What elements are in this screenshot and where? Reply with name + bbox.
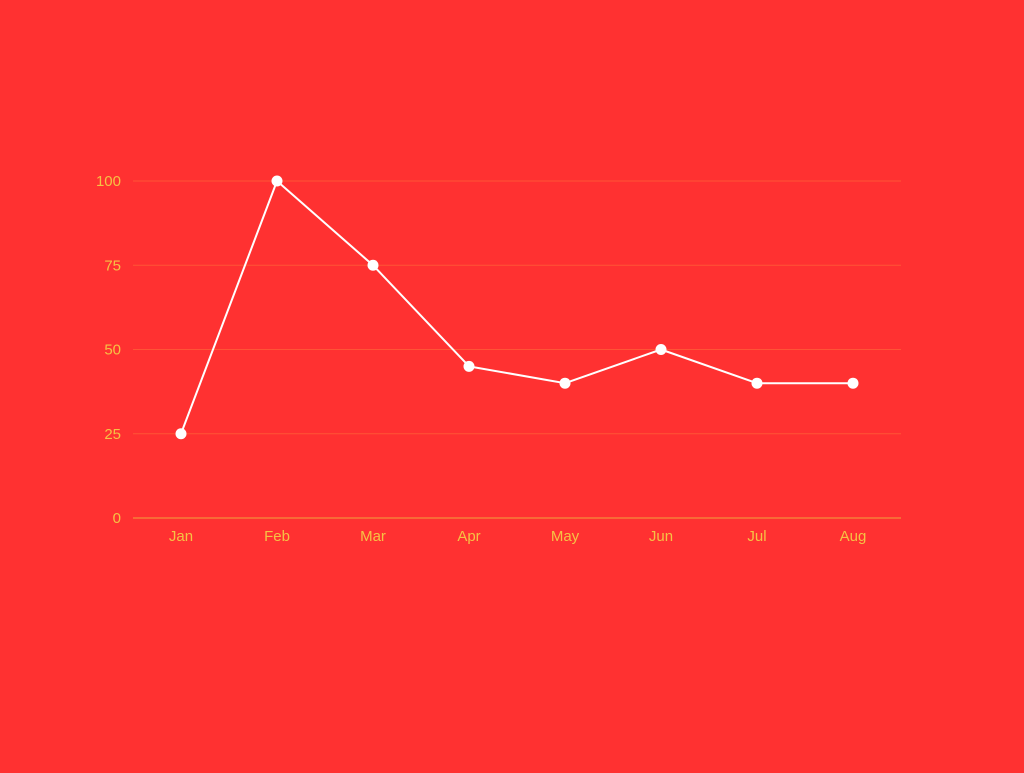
- y-tick-label: 75: [104, 257, 121, 274]
- x-tick-label: Aug: [840, 528, 867, 545]
- x-tick-label: Apr: [457, 528, 480, 545]
- series: [180, 180, 853, 435]
- data-point-may: [559, 377, 571, 389]
- data-point-feb: [271, 175, 283, 187]
- data-point-aug: [847, 377, 859, 389]
- data-point-mar: [367, 259, 379, 271]
- x-tick-label: Jul: [747, 528, 766, 545]
- data-point-jan: [175, 428, 187, 440]
- y-tick-label: 100: [96, 173, 121, 190]
- x-tick-label: Feb: [264, 528, 290, 545]
- y-axis-tick-labels: 0 25 50 75 100: [96, 173, 121, 527]
- data-point-jul: [751, 377, 763, 389]
- x-tick-label: Mar: [360, 528, 386, 545]
- data-point-apr: [463, 360, 475, 372]
- y-tick-label: 25: [104, 426, 121, 443]
- x-tick-label: Jun: [649, 528, 673, 545]
- y-tick-label: 0: [113, 510, 121, 527]
- data-points: [175, 175, 859, 440]
- series-line: [180, 180, 853, 435]
- data-point-jun: [655, 344, 667, 355]
- x-tick-label: Jan: [169, 528, 193, 545]
- x-tick-label: May: [551, 528, 580, 545]
- y-tick-label: 50: [104, 342, 121, 359]
- x-axis-tick-labels: Jan Feb Mar Apr May Jun Jul Aug: [169, 528, 866, 545]
- gridlines: [133, 180, 901, 435]
